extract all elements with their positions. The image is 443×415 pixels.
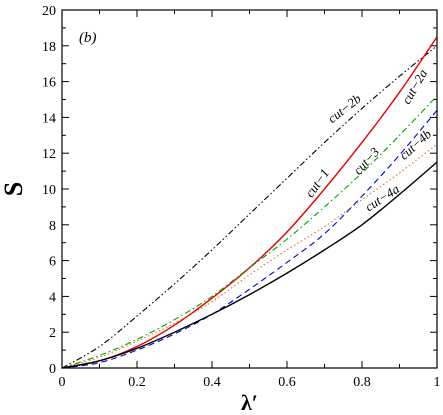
x-tick-label: 0 bbox=[59, 375, 66, 390]
y-tick-label: 12 bbox=[42, 147, 56, 162]
series-line-cut-2a bbox=[61, 95, 438, 369]
series-label-cut-1: cut−1 bbox=[302, 166, 332, 200]
y-tick-label: 16 bbox=[42, 76, 56, 91]
x-tick-label: 1 bbox=[434, 375, 441, 390]
y-axis-label: S bbox=[0, 182, 28, 196]
plot-frame bbox=[61, 9, 438, 369]
series-line-cut-4a bbox=[61, 161, 438, 369]
series-line-cut-3 bbox=[61, 109, 438, 369]
y-tick-label: 2 bbox=[49, 326, 56, 341]
x-tick-label: 0.4 bbox=[203, 375, 221, 390]
y-tick-label: 14 bbox=[42, 111, 56, 126]
x-axis-label: λ′ bbox=[241, 390, 258, 415]
series-line-cut-4b bbox=[61, 143, 438, 369]
y-tick-label: 0 bbox=[49, 362, 56, 377]
y-tick-label: 18 bbox=[42, 40, 56, 55]
x-tick-label: 0.2 bbox=[128, 375, 146, 390]
series-lines bbox=[61, 36, 438, 369]
series-line-cut-1 bbox=[61, 36, 438, 369]
y-tick-label: 4 bbox=[49, 290, 56, 305]
y-tick-label: 20 bbox=[42, 4, 56, 19]
x-tick-label: 0.8 bbox=[353, 375, 371, 390]
series-label-cut-3: cut−3 bbox=[350, 144, 382, 178]
panel-label: (b) bbox=[79, 30, 97, 46]
series-label-cut-2b: cut−2b bbox=[325, 91, 364, 126]
y-tick-label: 6 bbox=[49, 255, 56, 270]
series-label-cut-4b: cut−4b bbox=[396, 126, 434, 163]
y-tick-label: 8 bbox=[49, 219, 56, 234]
y-tick-label: 10 bbox=[42, 183, 56, 198]
x-tick-label: 0.6 bbox=[278, 375, 296, 390]
